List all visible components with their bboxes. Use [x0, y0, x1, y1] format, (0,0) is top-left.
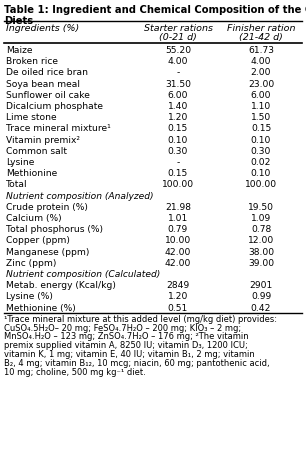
- Text: 0.15: 0.15: [251, 125, 271, 133]
- Text: (0-21 d): (0-21 d): [159, 33, 197, 42]
- Text: 2901: 2901: [249, 281, 273, 290]
- Text: 1.01: 1.01: [168, 214, 188, 223]
- Text: -: -: [176, 158, 180, 167]
- Text: 100.00: 100.00: [162, 181, 194, 189]
- Text: Trace mineral mixture¹: Trace mineral mixture¹: [6, 125, 111, 133]
- Text: Finisher ration: Finisher ration: [227, 24, 295, 33]
- Text: 23.00: 23.00: [248, 80, 274, 88]
- Text: 0.10: 0.10: [251, 136, 271, 144]
- Text: 0.30: 0.30: [251, 147, 271, 156]
- Text: ¹Trace mineral mixture at this added level (mg/kg diet) provides:: ¹Trace mineral mixture at this added lev…: [4, 315, 277, 324]
- Text: 1.10: 1.10: [251, 102, 271, 111]
- Text: Common salt: Common salt: [6, 147, 67, 156]
- Text: 0.42: 0.42: [251, 304, 271, 313]
- Text: Sunflower oil cake: Sunflower oil cake: [6, 91, 90, 100]
- Text: 6.00: 6.00: [168, 91, 188, 100]
- Text: 100.00: 100.00: [245, 181, 277, 189]
- Text: Total phosphorus (%): Total phosphorus (%): [6, 225, 103, 234]
- Text: (21-42 d): (21-42 d): [239, 33, 283, 42]
- Text: Nutrient composition (Calculated): Nutrient composition (Calculated): [6, 270, 160, 279]
- Text: MnSO₄.H₂O – 123 mg; ZnSO₄.7H₂O – 176 mg; ²The vitamin: MnSO₄.H₂O – 123 mg; ZnSO₄.7H₂O – 176 mg;…: [4, 332, 248, 341]
- Text: 31.50: 31.50: [165, 80, 191, 88]
- Text: 0.15: 0.15: [168, 125, 188, 133]
- Text: 0.78: 0.78: [251, 225, 271, 234]
- Text: vitamin K, 1 mg; vitamin E, 40 IU; vitamin B₁, 2 mg; vitamin: vitamin K, 1 mg; vitamin E, 40 IU; vitam…: [4, 350, 255, 359]
- Text: Calcium (%): Calcium (%): [6, 214, 62, 223]
- Text: Zinc (ppm): Zinc (ppm): [6, 259, 56, 268]
- Text: 12.00: 12.00: [248, 237, 274, 245]
- Text: 38.00: 38.00: [248, 248, 274, 257]
- Text: De oiled rice bran: De oiled rice bran: [6, 69, 88, 77]
- Text: 0.10: 0.10: [168, 136, 188, 144]
- Text: 21.98: 21.98: [165, 203, 191, 212]
- Text: CuSO₄.5H₂O– 20 mg; FeSO₄.7H₂O – 200 mg; KIO₃ – 2 mg;: CuSO₄.5H₂O– 20 mg; FeSO₄.7H₂O – 200 mg; …: [4, 324, 241, 332]
- Text: 1.20: 1.20: [168, 113, 188, 122]
- Text: 1.50: 1.50: [251, 113, 271, 122]
- Text: Crude protein (%): Crude protein (%): [6, 203, 88, 212]
- Text: Lysine: Lysine: [6, 158, 34, 167]
- Text: 10 mg; choline, 500 mg kg⁻¹ diet.: 10 mg; choline, 500 mg kg⁻¹ diet.: [4, 368, 146, 376]
- Text: 10.00: 10.00: [165, 237, 191, 245]
- Text: Starter rations: Starter rations: [144, 24, 212, 33]
- Text: Table 1: Ingredient and Chemical Composition of the Control: Table 1: Ingredient and Chemical Composi…: [4, 5, 306, 15]
- Text: 2.00: 2.00: [251, 69, 271, 77]
- Text: Maize: Maize: [6, 46, 32, 55]
- Text: Methionine (%): Methionine (%): [6, 304, 76, 313]
- Text: 0.99: 0.99: [251, 293, 271, 301]
- Text: Dicalcium phosphate: Dicalcium phosphate: [6, 102, 103, 111]
- Text: 0.02: 0.02: [251, 158, 271, 167]
- Text: 2849: 2849: [166, 281, 190, 290]
- Text: 4.00: 4.00: [168, 57, 188, 66]
- Text: Total: Total: [6, 181, 28, 189]
- Text: 39.00: 39.00: [248, 259, 274, 268]
- Text: 0.10: 0.10: [251, 169, 271, 178]
- Text: Broken rice: Broken rice: [6, 57, 58, 66]
- Text: Methionine: Methionine: [6, 169, 57, 178]
- Text: 1.09: 1.09: [251, 214, 271, 223]
- Text: 42.00: 42.00: [165, 248, 191, 257]
- Text: 0.15: 0.15: [168, 169, 188, 178]
- Text: 19.50: 19.50: [248, 203, 274, 212]
- Text: Lysine (%): Lysine (%): [6, 293, 53, 301]
- Text: Copper (ppm): Copper (ppm): [6, 237, 70, 245]
- Text: premix supplied vitamin A, 8250 IU; vitamin D₃, 1200 ICU;: premix supplied vitamin A, 8250 IU; vita…: [4, 341, 248, 350]
- Text: 55.20: 55.20: [165, 46, 191, 55]
- Text: 0.79: 0.79: [168, 225, 188, 234]
- Text: Diets: Diets: [4, 16, 33, 26]
- Text: 1.20: 1.20: [168, 293, 188, 301]
- Text: 42.00: 42.00: [165, 259, 191, 268]
- Text: 61.73: 61.73: [248, 46, 274, 55]
- Text: Metab. energy (Kcal/kg): Metab. energy (Kcal/kg): [6, 281, 116, 290]
- Text: 0.30: 0.30: [168, 147, 188, 156]
- Text: -: -: [176, 69, 180, 77]
- Text: 0.51: 0.51: [168, 304, 188, 313]
- Text: Soya bean meal: Soya bean meal: [6, 80, 80, 88]
- Text: B₂, 4 mg; vitamin B₁₂, 10 mcg; niacin, 60 mg; pantothenic acid,: B₂, 4 mg; vitamin B₁₂, 10 mcg; niacin, 6…: [4, 359, 270, 368]
- Text: 1.40: 1.40: [168, 102, 188, 111]
- Text: Ingredients (%): Ingredients (%): [6, 24, 79, 33]
- Text: 6.00: 6.00: [251, 91, 271, 100]
- Text: 4.00: 4.00: [251, 57, 271, 66]
- Text: Lime stone: Lime stone: [6, 113, 57, 122]
- Text: Nutrient composition (Analyzed): Nutrient composition (Analyzed): [6, 192, 154, 200]
- Text: Manganese (ppm): Manganese (ppm): [6, 248, 89, 257]
- Text: Vitamin premix²: Vitamin premix²: [6, 136, 80, 144]
